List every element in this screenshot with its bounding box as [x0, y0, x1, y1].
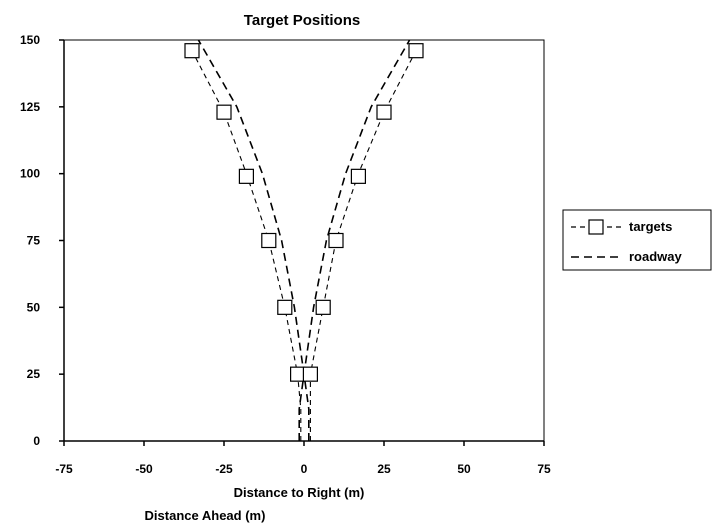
legend-targets-marker	[588, 219, 604, 235]
plot-area: -75 -50 -25 0 25 50 75 0 25 50 75 100 125 150	[20, 33, 551, 476]
x-tick-label: 0	[301, 462, 308, 476]
targets-line	[309, 50, 417, 441]
target-marker	[376, 104, 392, 120]
y-tick-label: 0	[33, 434, 40, 448]
roadway-line	[197, 39, 305, 441]
y-axis-label: Distance Ahead (m)	[145, 508, 266, 523]
y-ticks: 0 25 50 75 100 125 150	[20, 33, 64, 448]
y-tick-label: 75	[27, 234, 41, 248]
y-tick-label: 150	[20, 33, 40, 47]
targets-line	[191, 50, 302, 441]
x-tick-label: 25	[377, 462, 391, 476]
y-tick-label: 50	[27, 300, 41, 314]
chart-title: Target Positions	[244, 12, 360, 29]
legend-roadway-label: roadway	[629, 249, 683, 264]
target-marker	[315, 299, 331, 315]
target-marker	[238, 168, 254, 184]
y-tick-label: 100	[20, 167, 40, 181]
target-marker	[328, 232, 344, 249]
series-markers	[184, 43, 424, 382]
target-marker	[184, 43, 200, 59]
target-marker	[216, 104, 232, 120]
x-tick-label: 50	[457, 462, 471, 476]
legend-targets-label: targets	[629, 219, 672, 234]
x-tick-label: 75	[537, 462, 551, 476]
target-marker	[290, 366, 306, 382]
target-marker	[408, 43, 424, 59]
roadway-line	[303, 39, 411, 441]
x-tick-label: -75	[55, 462, 73, 476]
target-marker	[261, 232, 277, 249]
series-lines	[191, 39, 417, 441]
y-tick-label: 125	[20, 100, 40, 114]
legend: targets roadway	[562, 209, 712, 271]
x-tick-label: -25	[215, 462, 233, 476]
legend-box	[562, 209, 712, 271]
x-ticks: -75 -50 -25 0 25 50 75	[55, 441, 551, 476]
target-marker	[350, 168, 366, 184]
target-marker	[277, 299, 293, 315]
x-tick-label: -50	[135, 462, 153, 476]
y-tick-label: 25	[27, 367, 41, 381]
x-axis-label: Distance to Right (m)	[234, 485, 365, 500]
target-marker	[302, 366, 318, 382]
